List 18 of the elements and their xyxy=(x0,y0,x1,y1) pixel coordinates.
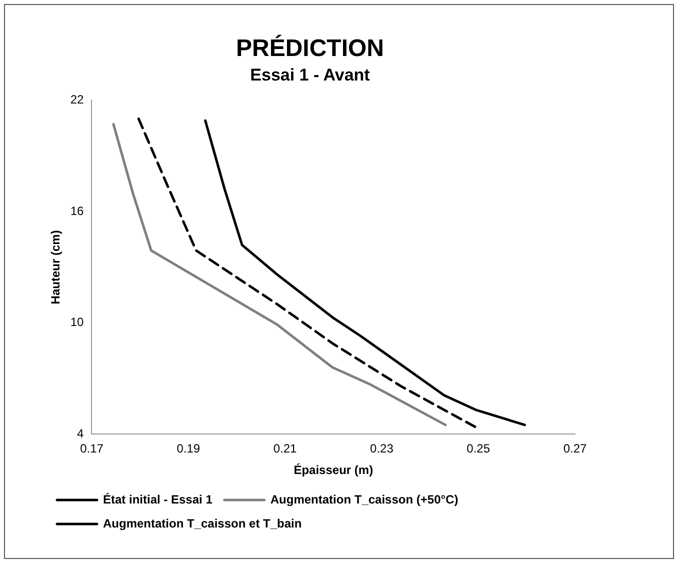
y-tick-label: 10 xyxy=(70,315,84,330)
y-tick-label: 16 xyxy=(70,204,84,218)
x-tick-label: 0.23 xyxy=(370,442,394,456)
y-axis-title: Hauteur (cm) xyxy=(48,230,63,304)
x-tick-label: 0.19 xyxy=(176,442,200,456)
y-tick-label: 4 xyxy=(77,426,84,441)
legend-label: État initial - Essai 1 xyxy=(103,492,213,506)
x-tick-label: 0.17 xyxy=(80,442,104,456)
legend-label: Augmentation T_caisson (+50°C) xyxy=(270,492,458,506)
line-series xyxy=(137,118,476,428)
x-tick-label: 0.25 xyxy=(466,442,490,456)
x-axis-title: Épaisseur (m) xyxy=(294,463,374,478)
chart-subtitle: Essai 1 - Avant xyxy=(250,66,370,85)
y-tick-label: 22 xyxy=(70,92,84,107)
x-tick-label: 0.27 xyxy=(563,442,587,456)
chart-title: PRÉDICTION xyxy=(236,34,384,62)
x-tick-label: 0.21 xyxy=(273,442,298,456)
legend-label: Augmentation T_caisson et T_bain xyxy=(103,516,302,530)
